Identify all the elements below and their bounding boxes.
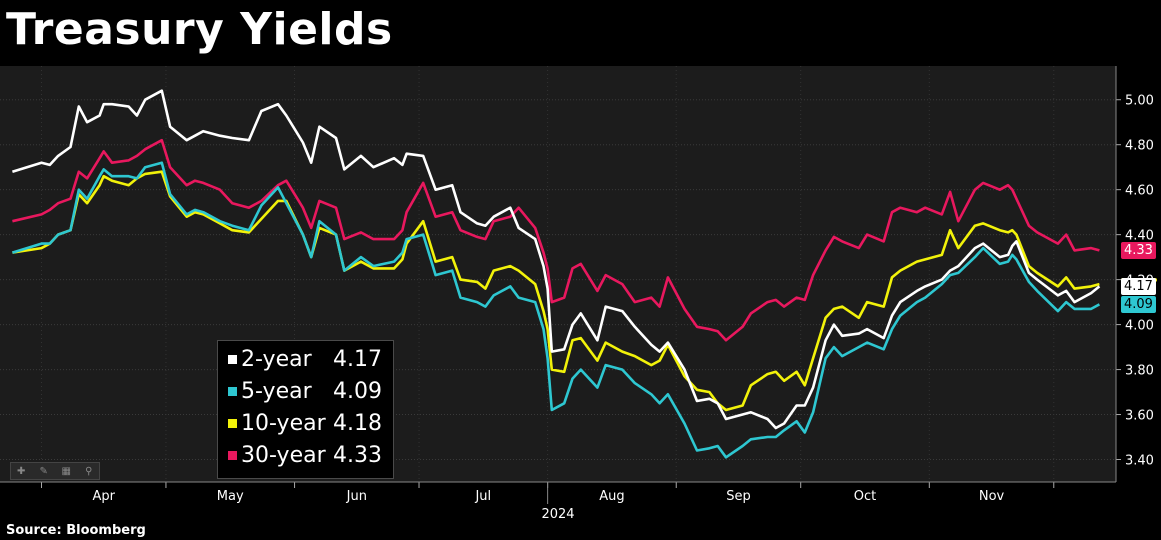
legend-swatch <box>228 387 237 396</box>
legend-item: 5-year 4.09 <box>228 379 382 404</box>
legend-value: 4.33 <box>333 443 382 468</box>
pencil-icon[interactable]: ✎ <box>39 465 48 477</box>
legend-swatch <box>228 451 237 460</box>
chart-toolbar: ✚ ✎ ▦ ⚲ <box>10 462 100 480</box>
source-note: Source: Bloomberg <box>6 523 146 538</box>
legend: 2-year 4.17 5-year 4.09 10-year 4.18 30-year 4.… <box>217 340 394 479</box>
legend-value: 4.09 <box>333 379 382 404</box>
x-tick-label: Sep <box>726 489 751 504</box>
legend-label: 2-year <box>241 347 312 372</box>
legend-swatch <box>228 419 237 428</box>
series-lines <box>12 89 1101 459</box>
crosshair-icon[interactable]: ✚ <box>17 465 26 477</box>
x-tick-label: Oct <box>854 489 876 504</box>
legend-item: 30-year 4.33 <box>228 443 382 468</box>
end-value-badge-5-year: 4.09 <box>1121 296 1156 314</box>
legend-swatch <box>228 355 237 364</box>
legend-value: 4.17 <box>333 347 382 372</box>
legend-label: 30-year <box>241 443 326 468</box>
legend-label: 10-year <box>241 411 326 436</box>
zoom-icon[interactable]: ⚲ <box>85 465 93 477</box>
legend-item: 10-year 4.18 <box>228 411 382 436</box>
x-tick-label: Jun <box>346 489 367 504</box>
x-tick-label: May <box>217 489 244 504</box>
y-tick-label: 4.40 <box>1125 229 1154 244</box>
legend-item: 2-year 4.17 <box>228 347 382 372</box>
series-line-5-year <box>12 161 1101 459</box>
x-tick-label: Apr <box>92 489 115 504</box>
y-tick-label: 3.40 <box>1125 454 1154 469</box>
y-axis: 5.004.804.604.404.204.003.803.603.40 <box>1115 66 1154 482</box>
end-value-badge-2-year: 4.17 <box>1121 278 1156 296</box>
y-tick-label: 4.80 <box>1125 139 1154 154</box>
y-tick-label: 4.00 <box>1125 319 1154 334</box>
y-tick-label: 4.60 <box>1125 184 1154 199</box>
x-tick-label: Nov <box>979 489 1005 504</box>
series-line-30-year <box>12 138 1100 342</box>
y-tick-label: 3.80 <box>1125 364 1154 379</box>
x-axis: Apr May Jun Jul Aug Sep Oct Nov 2024 <box>0 481 1116 522</box>
x-tick-label: Aug <box>599 489 624 504</box>
series-line-10-year <box>12 170 1100 412</box>
table-icon[interactable]: ▦ <box>61 465 71 477</box>
year-label: 2024 <box>541 507 574 522</box>
legend-label: 5-year <box>241 379 312 404</box>
plot-background <box>0 66 1116 482</box>
y-tick-label: 3.60 <box>1125 409 1154 424</box>
legend-value: 4.18 <box>333 411 382 436</box>
series-line-2-year <box>12 89 1101 430</box>
end-value-badge-30-year: 4.33 <box>1121 242 1156 260</box>
chart-title: Treasury Yields <box>6 4 393 55</box>
y-tick-label: 5.00 <box>1125 94 1154 109</box>
x-tick-label: Jul <box>474 489 491 504</box>
